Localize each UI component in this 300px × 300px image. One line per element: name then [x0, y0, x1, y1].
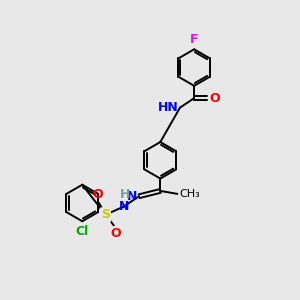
Text: S: S	[101, 208, 110, 221]
Text: H: H	[120, 188, 130, 201]
Text: CH₃: CH₃	[179, 189, 200, 199]
Text: F: F	[190, 33, 198, 46]
Text: O: O	[209, 92, 220, 105]
Text: HN: HN	[158, 101, 178, 114]
Text: N: N	[126, 190, 137, 203]
Text: Cl: Cl	[76, 225, 89, 239]
Text: O: O	[92, 188, 103, 201]
Text: N: N	[118, 200, 129, 213]
Text: O: O	[110, 227, 121, 240]
